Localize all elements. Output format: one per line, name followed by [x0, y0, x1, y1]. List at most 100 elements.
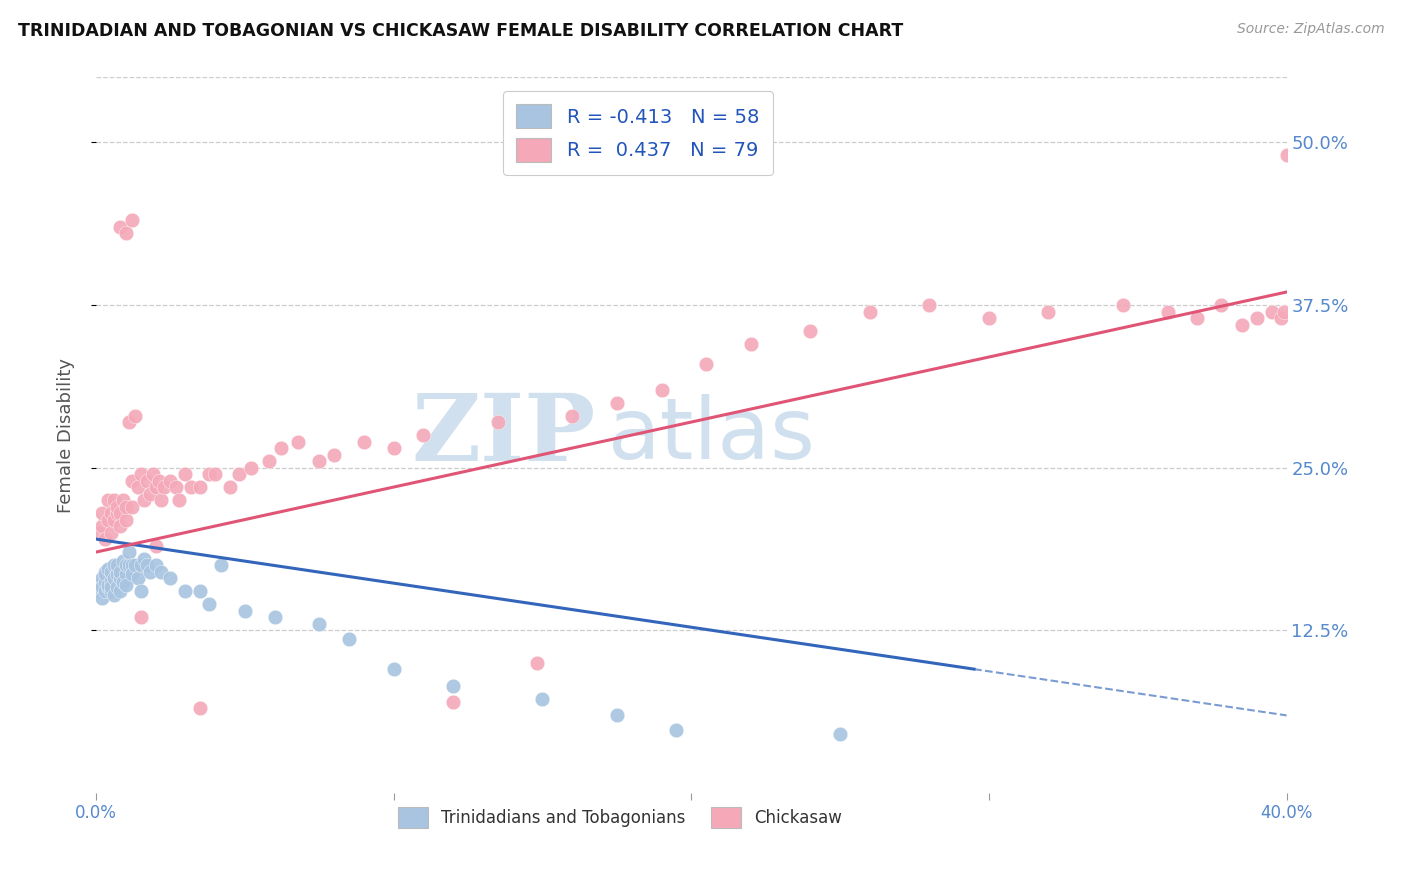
Text: ZIP: ZIP [412, 390, 596, 480]
Point [1270, 311, 1292, 326]
Point [198, 597, 221, 611]
Point [94, 532, 117, 546]
Point [97, 493, 120, 508]
Point [188, 584, 211, 599]
Point [665, 723, 688, 738]
Point [114, 500, 136, 514]
Point [100, 574, 122, 588]
Point [108, 584, 131, 599]
Point [135, 558, 157, 573]
Point [100, 580, 122, 594]
Point [135, 474, 157, 488]
Point [127, 480, 149, 494]
Point [91, 506, 114, 520]
Point [695, 357, 717, 371]
Point [1038, 304, 1060, 318]
Point [219, 480, 242, 494]
Point [114, 558, 136, 573]
Point [165, 480, 187, 494]
Point [561, 409, 583, 423]
Point [169, 493, 191, 508]
Point [204, 467, 226, 481]
Point [142, 467, 165, 481]
Text: Source: ZipAtlas.com: Source: ZipAtlas.com [1237, 22, 1385, 37]
Point [228, 467, 250, 481]
Point [111, 574, 134, 589]
Point [108, 571, 131, 585]
Point [198, 467, 221, 481]
Point [111, 493, 134, 508]
Text: atlas: atlas [607, 393, 815, 476]
Point [918, 298, 941, 312]
Point [124, 558, 146, 573]
Point [103, 512, 125, 526]
Point [174, 584, 197, 599]
Point [145, 539, 167, 553]
Point [94, 567, 117, 582]
Point [103, 588, 125, 602]
Point [308, 454, 330, 468]
Point [174, 467, 197, 481]
Point [100, 584, 122, 599]
Point [188, 701, 211, 715]
Point [91, 519, 114, 533]
Point [859, 304, 882, 318]
Point [606, 707, 628, 722]
Point [129, 584, 152, 599]
Point [100, 565, 122, 579]
Point [108, 506, 131, 520]
Point [138, 486, 160, 500]
Point [382, 662, 405, 676]
Point [382, 441, 405, 455]
Point [526, 656, 548, 670]
Point [412, 428, 434, 442]
Point [91, 591, 114, 605]
Point [97, 580, 120, 594]
Point [108, 519, 131, 533]
Point [100, 506, 122, 520]
Point [118, 545, 141, 559]
Point [114, 567, 136, 582]
Point [100, 525, 122, 540]
Point [105, 506, 128, 520]
Point [138, 565, 160, 579]
Point [1246, 311, 1268, 326]
Point [118, 415, 141, 429]
Point [121, 567, 143, 582]
Point [441, 679, 464, 693]
Point [150, 565, 173, 579]
Point [114, 512, 136, 526]
Point [127, 571, 149, 585]
Point [180, 480, 202, 494]
Point [118, 558, 141, 573]
Point [1156, 304, 1178, 318]
Point [91, 580, 114, 594]
Point [486, 415, 509, 429]
Point [94, 565, 117, 579]
Point [977, 311, 1000, 326]
Point [91, 571, 114, 585]
Point [153, 480, 176, 494]
Point [105, 558, 128, 573]
Point [105, 567, 128, 582]
Point [188, 480, 211, 494]
Legend: Trinidadians and Tobagonians, Chickasaw: Trinidadians and Tobagonians, Chickasaw [391, 801, 848, 834]
Point [97, 562, 120, 576]
Point [145, 558, 167, 573]
Point [257, 454, 280, 468]
Point [94, 574, 117, 589]
Point [148, 474, 170, 488]
Point [121, 213, 143, 227]
Point [830, 727, 852, 741]
Point [1260, 304, 1282, 318]
Point [121, 474, 143, 488]
Point [108, 219, 131, 234]
Point [353, 434, 375, 449]
Point [239, 460, 262, 475]
Point [287, 434, 309, 449]
Point [97, 512, 120, 526]
Point [103, 571, 125, 585]
Point [94, 584, 117, 599]
Point [441, 695, 464, 709]
Point [105, 500, 128, 514]
